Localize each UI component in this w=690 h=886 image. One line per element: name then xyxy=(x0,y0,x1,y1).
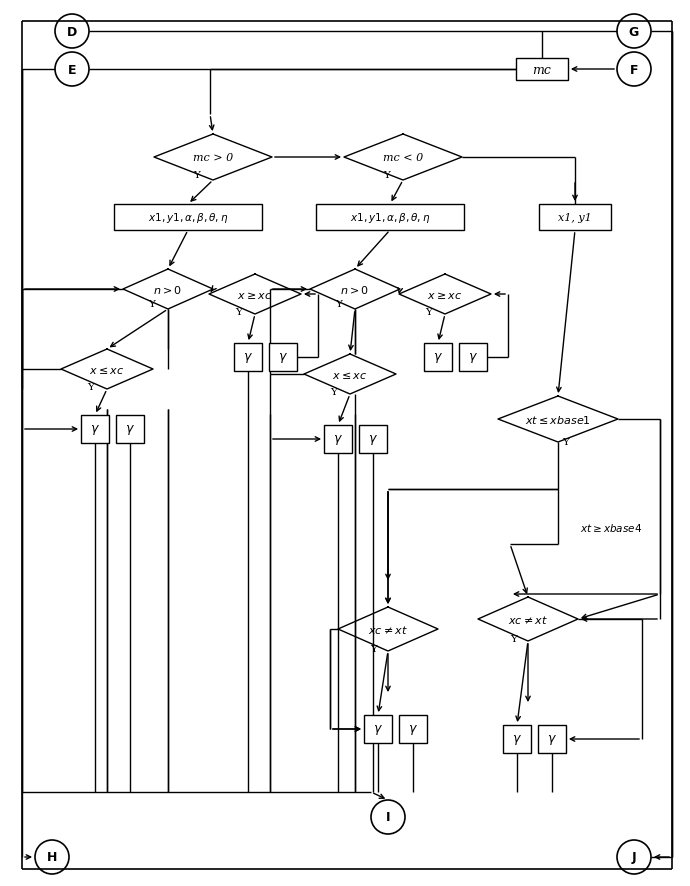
Text: $\gamma$: $\gamma$ xyxy=(243,351,253,364)
Polygon shape xyxy=(399,275,491,315)
Text: $\gamma$: $\gamma$ xyxy=(368,432,378,447)
Text: E: E xyxy=(68,64,77,76)
Text: $\gamma$: $\gamma$ xyxy=(333,432,343,447)
Text: Y: Y xyxy=(88,382,95,391)
Text: J: J xyxy=(631,851,636,864)
Text: G: G xyxy=(629,26,639,38)
Polygon shape xyxy=(338,607,438,651)
Text: Y: Y xyxy=(335,299,342,308)
Text: $xc \neq xt$: $xc \neq xt$ xyxy=(508,613,548,626)
Text: Y: Y xyxy=(371,645,377,654)
FancyBboxPatch shape xyxy=(503,725,531,753)
Text: $\gamma$: $\gamma$ xyxy=(512,732,522,746)
FancyBboxPatch shape xyxy=(316,205,464,230)
Polygon shape xyxy=(61,350,153,390)
Polygon shape xyxy=(304,354,396,394)
Text: $\gamma$: $\gamma$ xyxy=(433,351,443,364)
Text: Y: Y xyxy=(194,170,200,179)
Text: $x \leq xc$: $x \leq xc$ xyxy=(333,369,368,380)
Text: Y: Y xyxy=(511,634,518,644)
Text: $xt \leq xbase1$: $xt \leq xbase1$ xyxy=(525,414,591,425)
FancyBboxPatch shape xyxy=(81,416,109,444)
Text: mc: mc xyxy=(533,64,551,76)
FancyBboxPatch shape xyxy=(359,425,387,454)
Text: H: H xyxy=(47,851,57,864)
Text: $xc \neq xt$: $xc \neq xt$ xyxy=(368,623,408,635)
FancyBboxPatch shape xyxy=(234,344,262,371)
Text: $x \geq xc$: $x \geq xc$ xyxy=(237,289,273,300)
FancyBboxPatch shape xyxy=(459,344,487,371)
Polygon shape xyxy=(478,597,578,641)
FancyBboxPatch shape xyxy=(116,416,144,444)
Polygon shape xyxy=(209,275,301,315)
Text: $n > 0$: $n > 0$ xyxy=(340,284,370,296)
Polygon shape xyxy=(498,397,618,442)
Text: F: F xyxy=(630,64,638,76)
FancyBboxPatch shape xyxy=(539,205,611,230)
Text: I: I xyxy=(386,811,391,824)
FancyBboxPatch shape xyxy=(538,725,566,753)
Text: D: D xyxy=(67,26,77,38)
FancyBboxPatch shape xyxy=(516,59,568,81)
Text: $x1, y1, \alpha, \beta, \theta, \eta$: $x1, y1, \alpha, \beta, \theta, \eta$ xyxy=(350,211,430,225)
Text: Y: Y xyxy=(562,437,569,446)
Text: $\gamma$: $\gamma$ xyxy=(125,423,135,437)
Text: Y: Y xyxy=(384,170,391,179)
FancyBboxPatch shape xyxy=(269,344,297,371)
Text: Y: Y xyxy=(148,299,155,308)
Text: $\gamma$: $\gamma$ xyxy=(90,423,100,437)
Text: Y: Y xyxy=(235,307,242,316)
FancyBboxPatch shape xyxy=(114,205,262,230)
Text: $\gamma$: $\gamma$ xyxy=(408,722,418,736)
FancyBboxPatch shape xyxy=(324,425,352,454)
Text: mc > 0: mc > 0 xyxy=(193,152,233,163)
Polygon shape xyxy=(344,135,462,181)
Text: $\gamma$: $\gamma$ xyxy=(468,351,478,364)
Polygon shape xyxy=(154,135,272,181)
Text: $x \geq xc$: $x \geq xc$ xyxy=(428,289,462,300)
Polygon shape xyxy=(123,269,213,309)
Text: Y: Y xyxy=(426,307,433,316)
FancyBboxPatch shape xyxy=(399,715,427,743)
Text: $\gamma$: $\gamma$ xyxy=(278,351,288,364)
Text: mc < 0: mc < 0 xyxy=(383,152,423,163)
Text: $xt \geq xbase4$: $xt \geq xbase4$ xyxy=(580,522,642,533)
FancyBboxPatch shape xyxy=(424,344,452,371)
Text: $n > 0$: $n > 0$ xyxy=(153,284,183,296)
Text: $\gamma$: $\gamma$ xyxy=(547,732,557,746)
FancyBboxPatch shape xyxy=(364,715,392,743)
Text: $\gamma$: $\gamma$ xyxy=(373,722,383,736)
Text: Y: Y xyxy=(331,387,337,396)
Text: x1, y1: x1, y1 xyxy=(558,213,592,222)
Text: $x1, y1, \alpha, \beta, \theta, \eta$: $x1, y1, \alpha, \beta, \theta, \eta$ xyxy=(148,211,228,225)
Text: $x \leq xc$: $x \leq xc$ xyxy=(90,364,124,375)
Polygon shape xyxy=(310,269,400,309)
